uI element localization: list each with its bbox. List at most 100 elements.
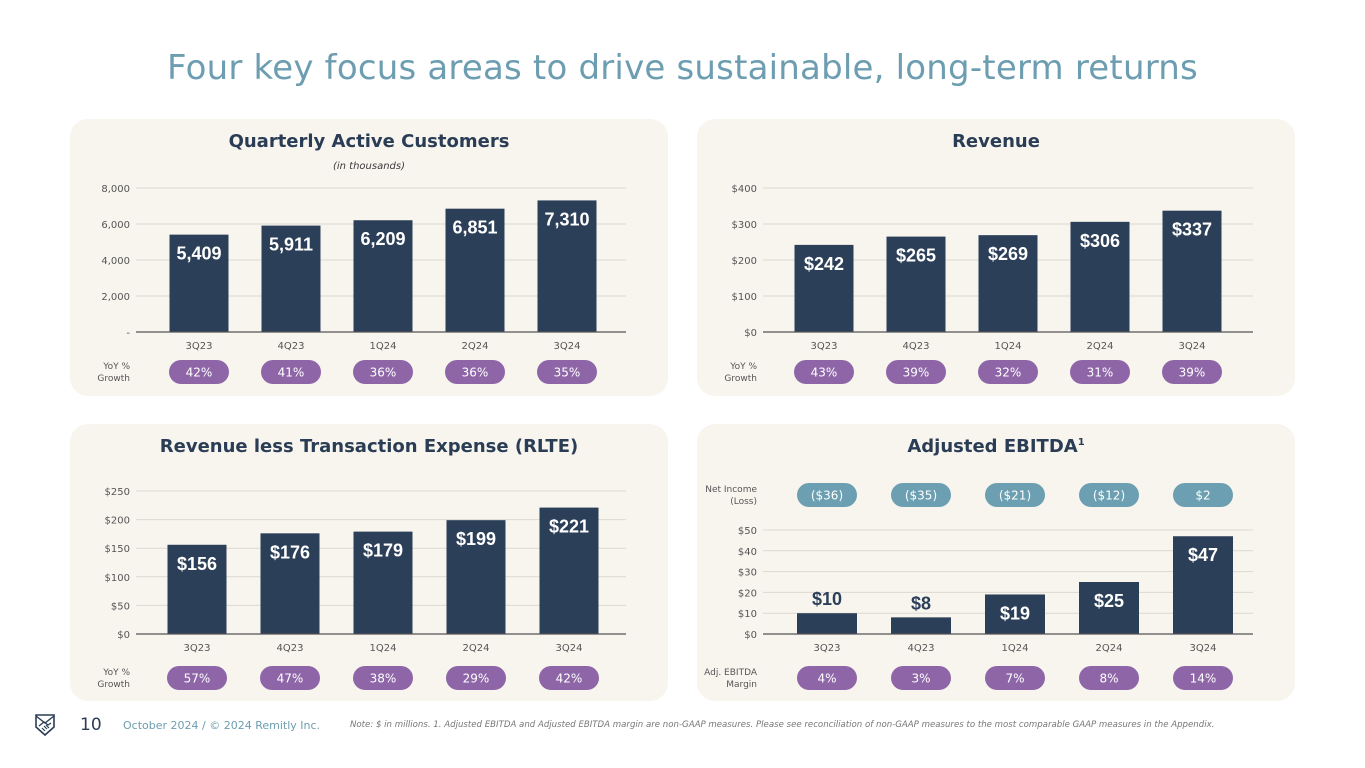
growth-pill	[539, 666, 599, 690]
bar	[167, 544, 227, 634]
chart-subtitle: (in thousands)	[332, 161, 406, 172]
net-income-pill	[1079, 483, 1139, 507]
bar-value-label: $337	[1172, 220, 1212, 240]
x-tick-label: 3Q24	[554, 341, 581, 352]
bar	[1173, 536, 1233, 634]
y-tick-label: 4,000	[101, 256, 130, 267]
net-income-pill	[1173, 483, 1233, 507]
bar	[985, 594, 1045, 634]
growth-pill-label: 35%	[554, 366, 581, 380]
growth-pill-label: 47%	[277, 672, 304, 686]
x-tick-label: 4Q23	[277, 643, 304, 654]
bar-value-label: $10	[812, 589, 842, 609]
chart-title: Adjusted EBITDA1	[697, 436, 1295, 457]
x-tick-label: 3Q23	[186, 341, 213, 352]
growth-pill	[446, 666, 506, 690]
growth-pill	[1079, 666, 1139, 690]
row-label: Adj. EBITDA	[704, 668, 758, 678]
bar	[1070, 221, 1130, 332]
y-tick-label: $250	[105, 487, 130, 498]
growth-pill	[891, 666, 951, 690]
growth-pill-label: 57%	[184, 672, 211, 686]
growth-pill	[797, 666, 857, 690]
growth-pill	[1162, 360, 1222, 384]
chart-quarterly-active-customers: - 2,000 4,000 6,000 8,000 5,409 3Q23 42% 5,911 4Q…	[97, 184, 626, 384]
bar	[537, 200, 597, 332]
chart-title-text: Adjusted EBITDA	[907, 436, 1078, 457]
growth-pill	[353, 666, 413, 690]
chart-rlte: $0 $50 $100 $150 $200 $250 $156 3Q23 57% $176 4Q23…	[97, 487, 626, 690]
x-tick-label: 1Q24	[995, 341, 1022, 352]
y-tick-label: $300	[732, 220, 757, 231]
x-tick-label: 4Q23	[278, 341, 305, 352]
y-tick-label: $0	[744, 328, 757, 339]
net-income-pill	[891, 483, 951, 507]
bar	[169, 234, 229, 332]
growth-pill-label: 41%	[278, 366, 305, 380]
bar	[1162, 210, 1222, 332]
growth-pill-label: 39%	[903, 366, 930, 380]
y-tick-label: $0	[117, 630, 130, 641]
growth-pill	[794, 360, 854, 384]
y-tick-label: $20	[738, 588, 757, 599]
growth-pill	[169, 360, 229, 384]
growth-pill-label: 42%	[186, 366, 213, 380]
y-tick-label: $150	[105, 544, 130, 555]
y-tick-label: $50	[111, 601, 130, 612]
chart-title: Revenue	[952, 131, 1040, 152]
bar	[794, 244, 854, 332]
bar-value-label: $221	[549, 517, 589, 537]
net-income-pill	[985, 483, 1045, 507]
bar	[797, 613, 857, 634]
growth-pill-label: 14%	[1190, 672, 1217, 686]
bar	[353, 531, 413, 634]
growth-pill	[260, 666, 320, 690]
net-income-pill-label: ($12)	[1093, 489, 1125, 503]
growth-pill-label: 43%	[811, 366, 838, 380]
bar	[446, 520, 506, 634]
copyright: October 2024 / © 2024 Remitly Inc.	[123, 719, 321, 732]
growth-pill	[985, 666, 1045, 690]
y-tick-label: $50	[738, 526, 757, 537]
bar	[886, 236, 946, 332]
y-tick-label: -	[126, 328, 130, 339]
y-tick-label: $10	[738, 609, 757, 620]
y-tick-label: $100	[732, 292, 757, 303]
row-label: Growth	[97, 374, 130, 384]
y-tick-label: $100	[105, 573, 130, 584]
bar-value-label: 7,310	[544, 209, 589, 229]
page-number: 10	[80, 715, 102, 735]
bar-value-label: $269	[988, 244, 1028, 264]
page-title: Four key focus areas to drive sustainabl…	[167, 48, 1198, 88]
bar-value-label: $156	[177, 554, 217, 574]
bar-value-label: $47	[1188, 545, 1218, 565]
y-tick-label: $200	[732, 256, 757, 267]
growth-pill-label: 39%	[1179, 366, 1206, 380]
x-tick-label: 3Q24	[556, 643, 583, 654]
y-tick-label: $200	[105, 516, 130, 527]
top-row-label: (Loss)	[730, 497, 757, 507]
footnote-marker: 1	[1077, 437, 1085, 448]
bar-value-label: $19	[1000, 603, 1030, 623]
chart-title: Quarterly Active Customers	[228, 131, 510, 152]
growth-pill-label: 36%	[370, 366, 397, 380]
growth-pill-label: 32%	[995, 366, 1022, 380]
panel-quarterly-active-customers: Quarterly Active Customers (in thousands…	[70, 119, 668, 396]
net-income-pill-label: $2	[1195, 489, 1210, 503]
bar-value-label: 6,851	[452, 218, 497, 238]
x-tick-label: 3Q23	[811, 341, 838, 352]
bar	[445, 208, 505, 332]
row-label: Growth	[97, 680, 130, 690]
growth-pill	[886, 360, 946, 384]
chart-title: Revenue less Transaction Expense (RLTE)	[159, 436, 579, 457]
growth-pill-label: 31%	[1087, 366, 1114, 380]
panel-revenue: Revenue $0 $100 $200 $300 $400 $242 3Q23 43% $26…	[697, 119, 1295, 396]
bar-value-label: $25	[1094, 591, 1124, 611]
bar-value-label: $8	[911, 593, 931, 613]
x-tick-label: 2Q24	[462, 341, 489, 352]
x-tick-label: 1Q24	[370, 643, 397, 654]
bar	[353, 220, 413, 332]
x-tick-label: 4Q23	[903, 341, 930, 352]
x-tick-label: 1Q24	[1002, 643, 1029, 654]
net-income-pill-label: ($35)	[905, 489, 937, 503]
